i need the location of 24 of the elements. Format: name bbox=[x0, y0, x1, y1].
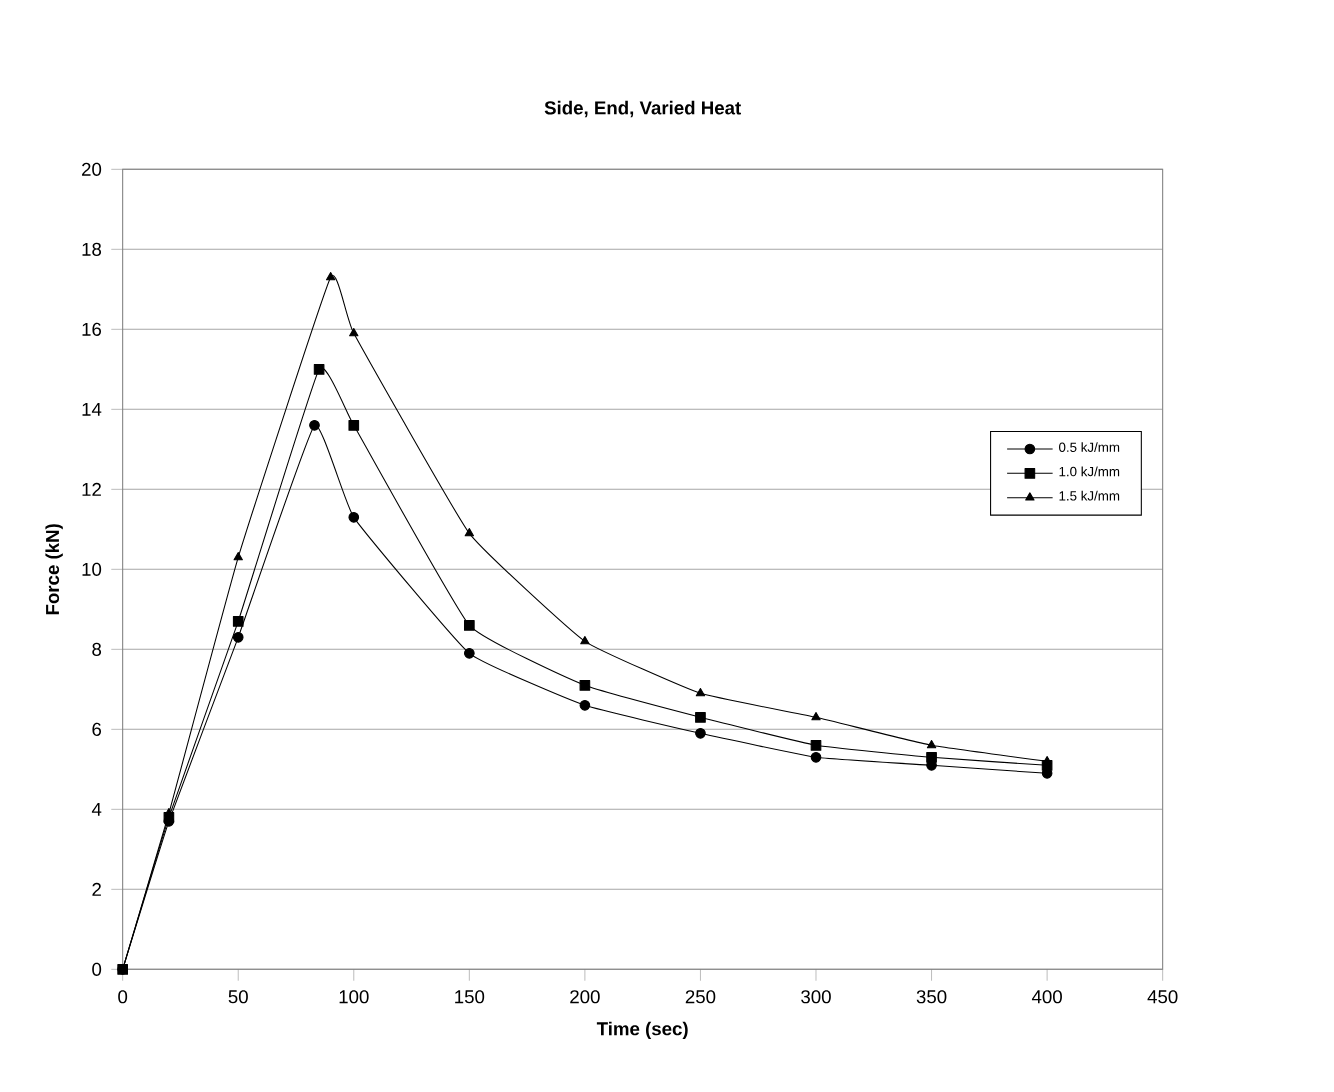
y-axis-title: Force (kN) bbox=[45, 524, 63, 615]
y-tick-label: 16 bbox=[82, 322, 102, 336]
x-tick-label: 150 bbox=[455, 990, 485, 1004]
x-tick-label: 400 bbox=[1031, 990, 1062, 1004]
x-tick-label: 350 bbox=[916, 990, 947, 1004]
x-tick-label: 100 bbox=[339, 990, 369, 1004]
y-tick-label: 14 bbox=[82, 402, 102, 416]
y-tick-label: 10 bbox=[82, 562, 102, 576]
x-axis-title: Time (sec) bbox=[596, 1021, 688, 1040]
y-tick-label: 2 bbox=[92, 882, 101, 896]
y-tick-label: 4 bbox=[91, 802, 102, 816]
y-tick-label: 12 bbox=[82, 482, 101, 496]
x-tick-label: 200 bbox=[570, 990, 600, 1004]
x-tick-label: 300 bbox=[801, 990, 831, 1004]
y-tick-label: 8 bbox=[92, 642, 102, 656]
x-tick-label: 50 bbox=[228, 990, 248, 1004]
x-tick-label: 0 bbox=[118, 990, 128, 1004]
x-tick-label: 250 bbox=[685, 990, 716, 1004]
y-tick-label: 0 bbox=[92, 962, 102, 976]
chart-title: Side, End, Varied Heat bbox=[544, 100, 741, 118]
y-tick-label: 6 bbox=[92, 722, 102, 736]
x-tick-label: 450 bbox=[1147, 990, 1178, 1004]
y-tick-label: 20 bbox=[82, 162, 102, 176]
y-tick-label: 18 bbox=[82, 242, 102, 256]
